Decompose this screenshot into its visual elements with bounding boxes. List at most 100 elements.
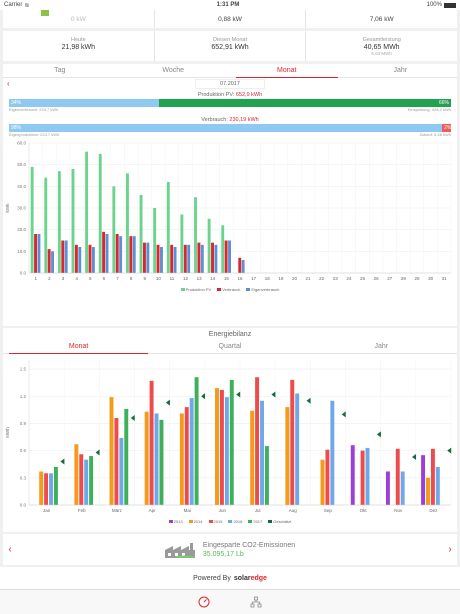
y-tick-label: 30.0 xyxy=(17,206,26,211)
summary-label: Heute xyxy=(70,37,86,43)
chevron-left-icon[interactable]: ‹ xyxy=(8,544,12,555)
bar-eigenverbrauch xyxy=(51,251,55,273)
x-tick-label: 1 xyxy=(35,276,38,281)
self-production-label: Eigenproduktion: 224,7 kWh xyxy=(9,132,60,137)
energy-balance-chart-svg: 0.0 0.3 0.6 0.9 1.2 1.5 MWh Jan Feb März Apr Mai Jun… xyxy=(5,360,452,513)
period-tabs: Tag Woche Monat Jahr xyxy=(3,64,457,78)
bar-verbrauch xyxy=(211,242,214,273)
bar-2013 xyxy=(385,471,390,505)
bar-eigenverbrauch xyxy=(105,234,109,273)
bar-2016 xyxy=(119,437,124,505)
x-tick-label: 5 xyxy=(89,276,92,281)
estimate-marker xyxy=(201,393,206,400)
layout-icon[interactable] xyxy=(250,596,262,608)
consumption-bar: 98% 2% xyxy=(9,124,451,132)
bar-produktion-pv xyxy=(44,177,48,273)
bar-2013 xyxy=(350,445,355,505)
legend-swatch xyxy=(168,520,173,523)
daily-chart-legend: Produktion PV Verbrauch Eigenverbrauch xyxy=(3,287,457,292)
bar-2016 xyxy=(435,466,440,505)
bar-verbrauch xyxy=(238,257,242,273)
bar-2014 xyxy=(39,471,44,505)
estimate-marker xyxy=(236,391,241,398)
x-tick-label: 31 xyxy=(442,276,448,281)
legend-label: Geschätzt xyxy=(273,519,292,524)
y-tick-label: 0.9 xyxy=(20,421,27,426)
x-tick-label: Apr xyxy=(149,508,157,513)
period-card: Tag Woche Monat Jahr ‹ 07.2017 Produktio… xyxy=(3,64,457,326)
bar-eigenverbrauch xyxy=(200,244,204,273)
self-production-pct: 98% xyxy=(11,125,22,131)
y-axis-label: kWh xyxy=(5,203,10,212)
bar-2017 xyxy=(53,466,58,505)
production-bar: 34% 66% xyxy=(9,99,451,107)
bar-verbrauch xyxy=(224,240,228,273)
y-tick-label: 20.0 xyxy=(17,227,26,232)
bar-2016 xyxy=(295,393,300,505)
legend-swatch xyxy=(228,520,233,523)
bar-2015 xyxy=(290,379,295,505)
estimate-marker xyxy=(271,391,276,398)
load-power-cell: 0,88 kW xyxy=(155,10,307,28)
bar-verbrauch xyxy=(88,244,92,273)
bar-2014 xyxy=(250,410,255,505)
bar-2016 xyxy=(154,413,159,505)
tab-balance-quartal[interactable]: Quartal xyxy=(218,343,242,350)
x-tick-label: 23 xyxy=(333,276,339,281)
legend-item: 2014 xyxy=(188,519,203,524)
brand-part-b: edge xyxy=(250,574,267,582)
self-consumption-label: Eigenverbrauch: 224,7 kWh xyxy=(9,107,59,112)
dashboard-icon[interactable] xyxy=(198,596,210,608)
estimate-marker xyxy=(306,397,311,404)
bar-eigenverbrauch xyxy=(160,247,163,273)
legend-label: 2013 xyxy=(173,519,183,524)
pv-panel-icon xyxy=(41,10,49,16)
consumption-label: Verbrauch: xyxy=(201,117,228,123)
bar-produktion-pv xyxy=(71,169,75,273)
bar-2017 xyxy=(264,446,269,505)
bar-produktion-pv xyxy=(125,173,129,273)
summary-value: 21,98 kWh xyxy=(61,44,96,51)
estimate-marker xyxy=(130,415,135,421)
bar-verbrauch xyxy=(183,244,187,273)
chevron-right-icon[interactable]: › xyxy=(448,544,452,555)
tab-jahr[interactable]: Jahr xyxy=(393,67,408,74)
bar-2014 xyxy=(285,407,290,505)
tab-monat[interactable]: Monat xyxy=(230,64,344,78)
bar-produktion-pv xyxy=(166,182,170,273)
x-tick-label: 14 xyxy=(210,276,216,281)
production-label: Produktion PV: xyxy=(197,92,235,98)
co2-savings-card: ‹ Eingesparte CO2-Emissionen 35.095,17 L… xyxy=(3,534,457,565)
legend-swatch xyxy=(188,520,193,523)
tab-woche[interactable]: Woche xyxy=(162,67,185,74)
bar-2014 xyxy=(109,397,114,505)
month-picker[interactable]: 07.2017 xyxy=(195,79,265,89)
x-tick-label: März xyxy=(112,508,123,513)
x-tick-label: 28 xyxy=(401,276,407,281)
bar-produktion-pv xyxy=(194,197,197,273)
tab-balance-jahr[interactable]: Jahr xyxy=(374,343,389,350)
bar-verbrauch xyxy=(61,240,65,273)
bar-produktion-pv xyxy=(207,218,211,273)
consumption-value: 230,19 kWh xyxy=(229,117,259,123)
legend-item: Produktion PV xyxy=(180,287,211,292)
legend-label: Eigenverbrauch xyxy=(251,287,280,292)
x-tick-label: Dez xyxy=(429,508,438,513)
bar-verbrauch xyxy=(156,244,160,273)
legend-swatch xyxy=(180,288,185,291)
bar-2015 xyxy=(360,450,365,505)
bar-2014 xyxy=(144,411,149,505)
bar-produktion-pv xyxy=(30,166,34,273)
bar-verbrauch xyxy=(102,231,106,273)
summary-value: 40,65 MWh xyxy=(363,44,400,51)
bar-2016 xyxy=(84,459,89,505)
x-tick-label: 20 xyxy=(292,276,298,281)
tab-balance-monat[interactable]: Monat xyxy=(3,340,154,354)
grid-power-cell: 7,06 kW xyxy=(306,10,457,28)
tab-tag[interactable]: Tag xyxy=(54,67,66,74)
x-tick-label: Mai xyxy=(184,508,191,513)
legend-item: 2016 xyxy=(228,519,242,524)
bar-eigenverbrauch xyxy=(78,247,82,273)
chevron-left-icon[interactable]: ‹ xyxy=(7,79,10,88)
